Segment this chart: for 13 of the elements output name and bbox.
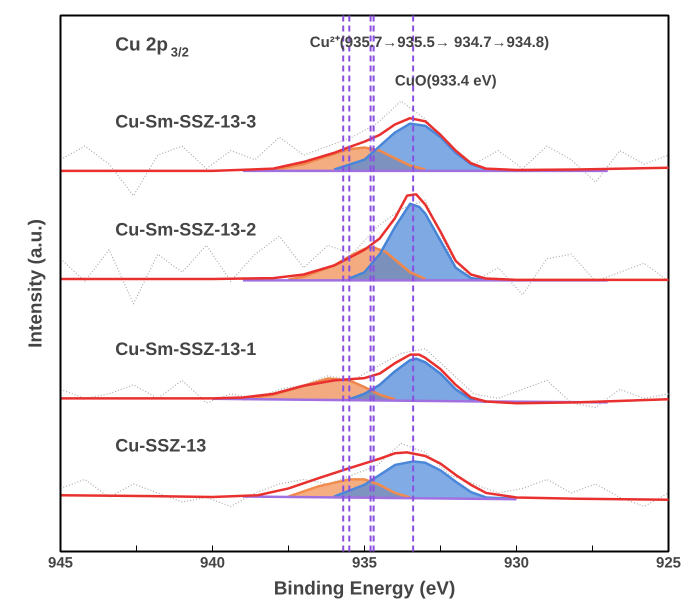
text: Cu-Sm-SSZ-13-3	[115, 111, 256, 132]
x-tick-label: 935	[352, 554, 378, 572]
x-tick-label: 945	[48, 554, 74, 572]
x-axis-title: Binding Energy (eV)	[274, 578, 456, 600]
y-axis-title: Intensity (a.u.)	[26, 219, 46, 348]
text: Cu-SSZ-13	[115, 436, 206, 456]
x-tick-label: 930	[504, 554, 530, 572]
text: Cu-Sm-SSZ-13-1	[115, 338, 256, 359]
text: CuO(933.4 eV)	[394, 72, 497, 90]
x-tick-label: 925	[656, 554, 682, 572]
text: Cu²⁺(935.7→935.5→ 934.7→934.8)	[310, 34, 550, 52]
text: Cu-Sm-SSZ-13-2	[115, 219, 256, 240]
x-tick-label: 940	[200, 554, 226, 572]
